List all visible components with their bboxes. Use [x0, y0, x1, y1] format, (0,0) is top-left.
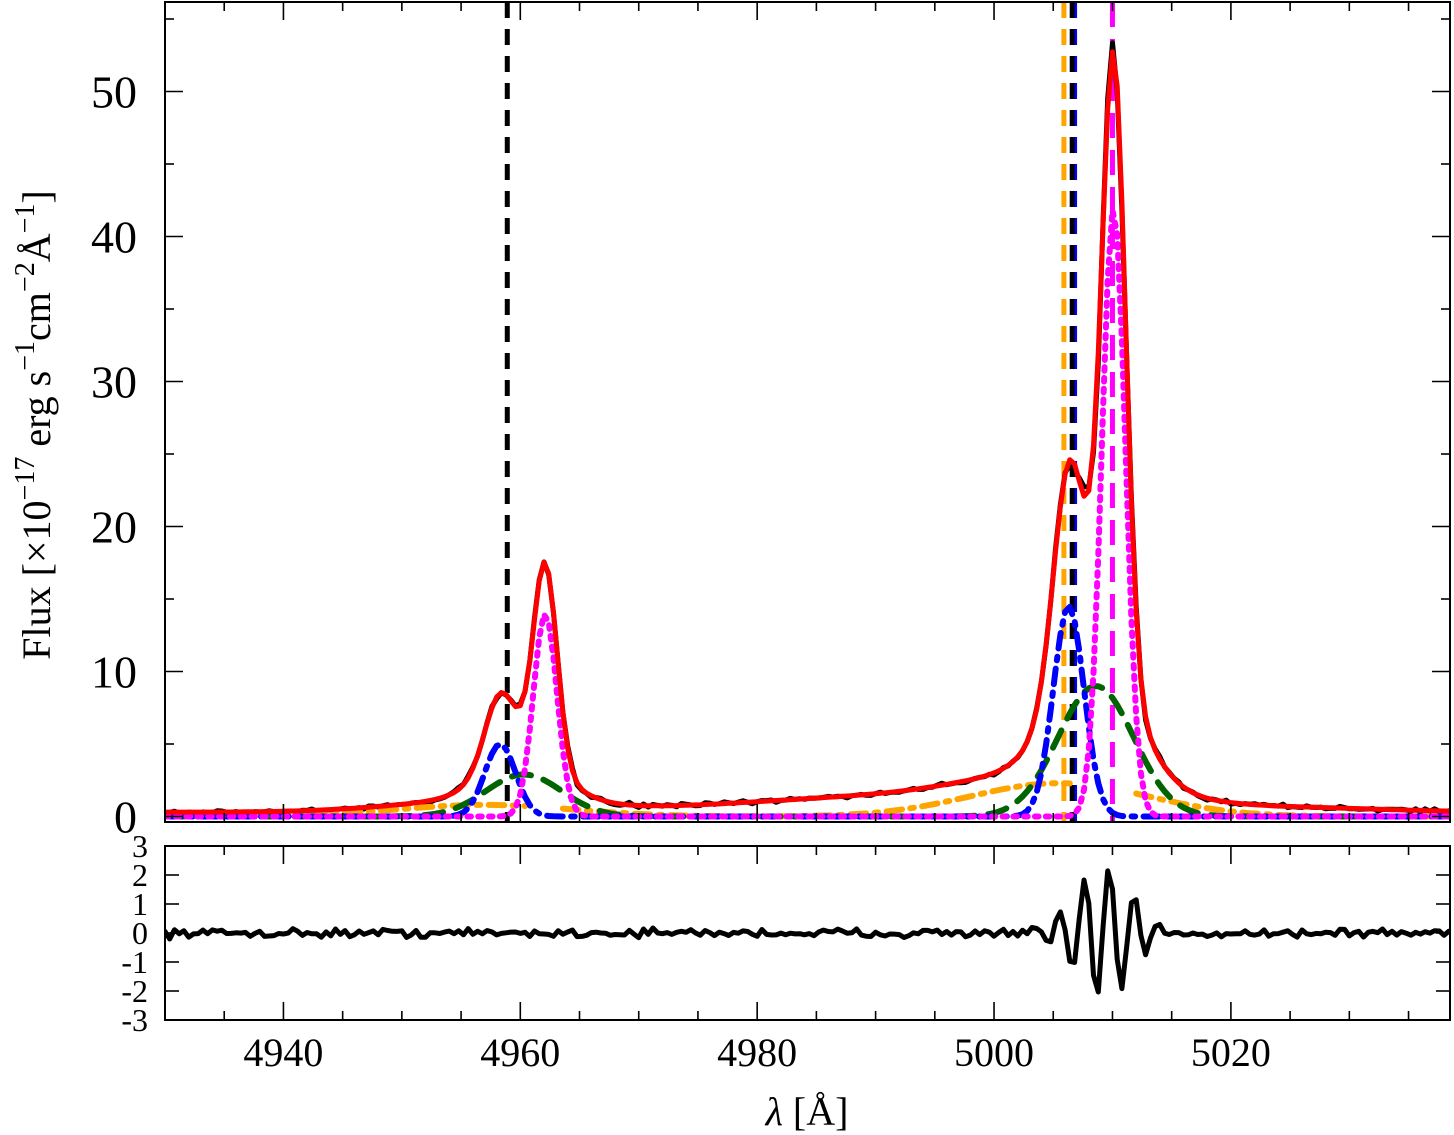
residual-y-tick-label: -1	[121, 944, 148, 980]
residual-y-tick-label: -3	[121, 1002, 148, 1038]
y-axis-exponent-4: −1	[10, 204, 41, 234]
x-tick-labels: 4940 4960 4980 5000 5020	[243, 1030, 1270, 1075]
x-axis-symbol: λ	[765, 1089, 783, 1134]
spectrum-axes-frame	[164, 1, 1451, 823]
residual-line	[165, 868, 1450, 995]
total-fit-line	[165, 49, 1450, 815]
y-tick-label: 30	[91, 357, 137, 408]
residual-plot-area	[165, 868, 1450, 995]
y-axis-cm: cm	[14, 292, 59, 341]
spectrum-plot-area	[165, 2, 1450, 822]
narrow-component-line	[165, 207, 1450, 820]
x-axis-title: λ [Å]	[765, 1089, 849, 1134]
x-axis-unit: [Å]	[783, 1089, 849, 1134]
y-axis-exponent-3: −2	[10, 262, 41, 292]
y-tick-label: 0	[114, 792, 137, 843]
spectrum-panel: 0 10 20 30 40 50	[91, 1, 1451, 843]
y-axis-erg-s: erg s	[14, 371, 59, 457]
residual-y-tick-label: 0	[132, 915, 148, 951]
y-axis-exponent-2: −1	[10, 341, 41, 371]
residual-y-tick-label: 1	[132, 886, 148, 922]
x-tick-label: 5000	[954, 1030, 1034, 1075]
x-tick-label: 4960	[480, 1030, 560, 1075]
x-tick-label: 5020	[1191, 1030, 1271, 1075]
y-tick-label: 50	[91, 67, 137, 118]
y-axis-angstrom: Å	[14, 233, 59, 262]
x-tick-label: 4980	[717, 1030, 797, 1075]
blue-wing-component-line	[165, 603, 1450, 820]
residual-y-tick-label: 3	[132, 828, 148, 864]
y-axis-title-suffix: ]	[14, 190, 59, 203]
y-axis-title: Flux [×10−17 erg s−1cm−2Å−1]	[10, 190, 59, 659]
observed-spectrum-line	[165, 40, 1450, 817]
y-axis-exponent-1: −17	[10, 457, 41, 501]
x-tick-label: 4940	[243, 1030, 323, 1075]
residual-y-tick-label: 2	[132, 857, 148, 893]
y-axis-title-prefix: Flux [×10	[14, 500, 59, 659]
y-tick-label: 10	[91, 647, 137, 698]
residual-y-tick-label: -2	[121, 973, 148, 1009]
y-tick-label: 20	[91, 502, 137, 553]
y-tick-label: 40	[91, 212, 137, 263]
spectrum-ticks: 0 10 20 30 40 50	[91, 2, 1450, 843]
